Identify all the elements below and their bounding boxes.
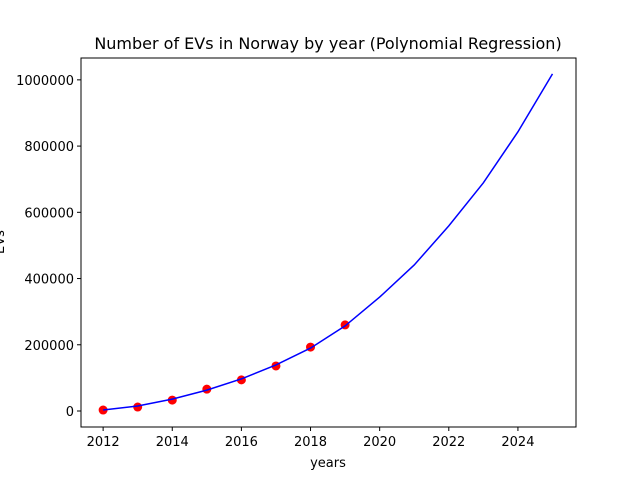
x-axis-label: years (310, 456, 346, 471)
x-tick-label: 2020 (363, 435, 396, 450)
y-axis-label: EVs (0, 230, 8, 254)
y-tick-label: 600000 (24, 206, 74, 221)
x-tick-label: 2022 (432, 435, 465, 450)
line (103, 73, 554, 411)
y-tick-label: 1000000 (16, 74, 74, 89)
x-tick-label: 2012 (87, 435, 120, 450)
y-tick-label: 200000 (24, 339, 74, 354)
x-tick-label: 2014 (156, 435, 189, 450)
y-tick-label: 800000 (24, 140, 74, 155)
plot-frame (80, 57, 577, 428)
chart-title: Number of EVs in Norway by year (Polynom… (94, 34, 561, 53)
x-tick-label: 2024 (501, 435, 534, 450)
x-tick-label: 2018 (294, 435, 327, 450)
y-tick-label: 0 (66, 405, 74, 420)
x-tick-label: 2016 (225, 435, 258, 450)
y-tick-label: 400000 (24, 273, 74, 288)
point (133, 402, 143, 412)
